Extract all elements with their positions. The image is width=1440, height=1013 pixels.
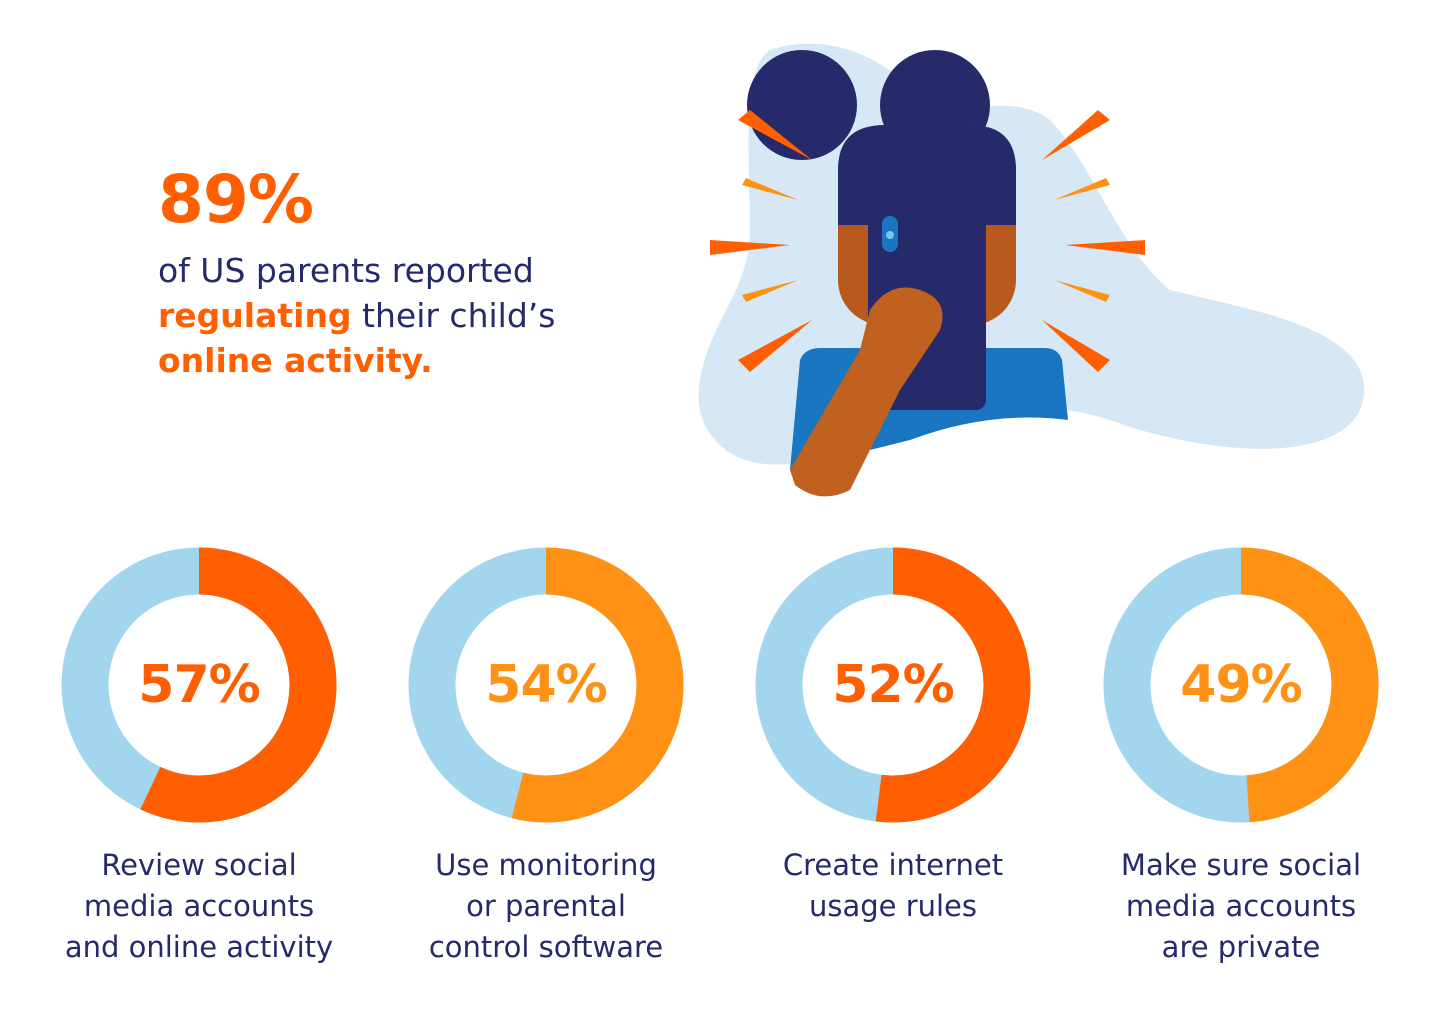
- arm: [790, 287, 943, 497]
- donut-percentage-label: 54%: [485, 655, 607, 715]
- headline-text: of US parents reported regulating their …: [158, 248, 555, 383]
- caption-line: control software: [428, 930, 664, 964]
- caption-line: media accounts: [1125, 889, 1357, 923]
- caption-line: Use monitoring: [435, 848, 657, 882]
- donut-caption: Make sure social media accounts are privat…: [1071, 845, 1411, 968]
- donut-value-arc: [61, 547, 337, 823]
- headline-line-2: regulating their child’s: [158, 293, 555, 338]
- headline-percentage: 89%: [158, 161, 314, 238]
- girl-with-phone-illustration: [698, 43, 1365, 497]
- donut-caption: Review social media accounts and online ac…: [29, 845, 369, 968]
- donut-percentage-label: 57%: [138, 655, 260, 715]
- headline-stat: 89% of US parents reported regulating th…: [158, 160, 555, 383]
- donut-chart: 54%: [396, 540, 696, 840]
- donut-percentage-label: 52%: [832, 655, 954, 715]
- donut-value-arc: [755, 547, 1031, 823]
- caption-line: Make sure social: [1120, 848, 1362, 882]
- donut-chart: 57%: [49, 540, 349, 840]
- caption-line: Review social: [101, 848, 297, 882]
- alert-rays-small: [742, 178, 1110, 302]
- donut-caption: Create internet usage rules: [723, 845, 1063, 927]
- caption-line: usage rules: [808, 889, 978, 923]
- highlight-regulating: regulating: [158, 296, 352, 335]
- highlight-online-activity: online activity.: [158, 341, 433, 380]
- hair: [838, 125, 1016, 225]
- headline-line-2-rest: their child’s: [351, 296, 556, 335]
- caption-line: media accounts: [83, 889, 315, 923]
- donut-caption: Use monitoring or parental control softwar…: [376, 845, 716, 968]
- caption-line: are private: [1161, 930, 1321, 964]
- alert-rays: [710, 110, 1145, 372]
- headline-line-1: of US parents reported: [158, 251, 534, 290]
- donut-percentage-label: 49%: [1180, 655, 1302, 715]
- donut-chart: 52%: [743, 540, 1043, 840]
- donut-value-arc: [1103, 547, 1379, 823]
- donut-chart: 49%: [1091, 540, 1391, 840]
- caption-line: or parental: [466, 889, 626, 923]
- caption-line: and online activity: [64, 930, 334, 964]
- caption-line: Create internet: [782, 848, 1004, 882]
- donut-value-arc: [408, 547, 684, 823]
